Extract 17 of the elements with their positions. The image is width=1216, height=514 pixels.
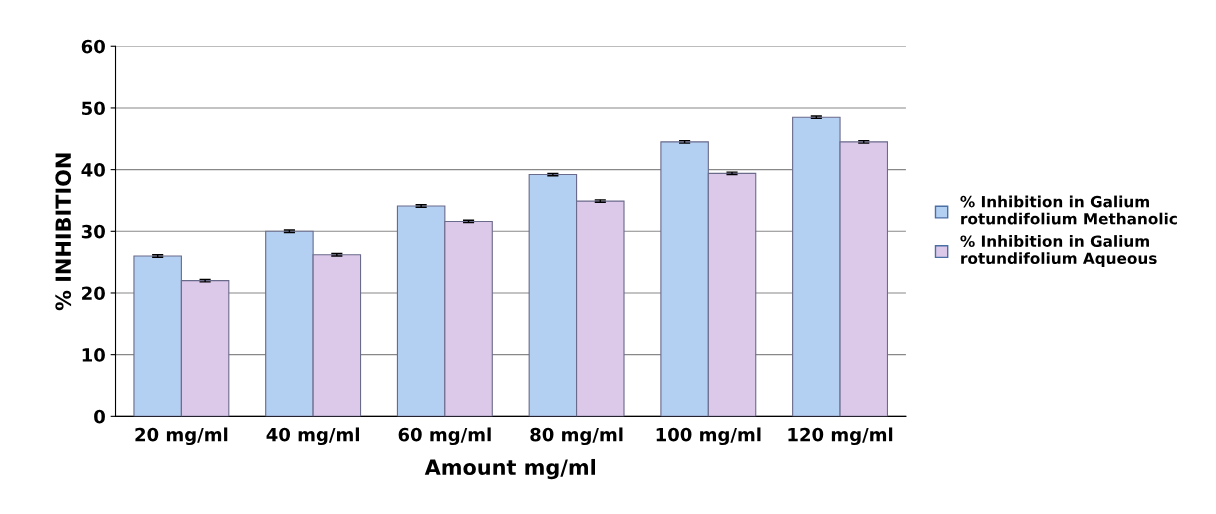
x-axis-title: Amount mg/ml: [424, 458, 596, 480]
y-tick-label: 40: [81, 163, 105, 177]
legend-label: % Inhibition in Galium rotundifolium Methanolic: [960, 195, 1177, 225]
x-tick-label: 80 mg/ml: [530, 427, 623, 446]
y-tick-label: 0: [94, 409, 105, 424]
y-tick-label: 20: [82, 286, 105, 301]
x-tick-label: 20 mg/ml: [135, 427, 228, 446]
y-axis-title: % INHIBITION: [55, 153, 72, 311]
y-tick-label: 50: [82, 101, 105, 116]
y-tick-label: 10: [82, 348, 105, 362]
x-tick-label: 40 mg/ml: [266, 427, 359, 446]
legend-label: % Inhibition in Galium rotundifolium Aqueous: [960, 235, 1157, 268]
y-tick-label: 30: [81, 224, 105, 239]
x-tick-label: 120 mg/ml: [788, 427, 893, 446]
y-tick-label: 60: [81, 39, 105, 54]
x-tick-label: 100 mg/ml: [656, 427, 761, 446]
x-tick-label: 60 mg/ml: [398, 427, 491, 446]
